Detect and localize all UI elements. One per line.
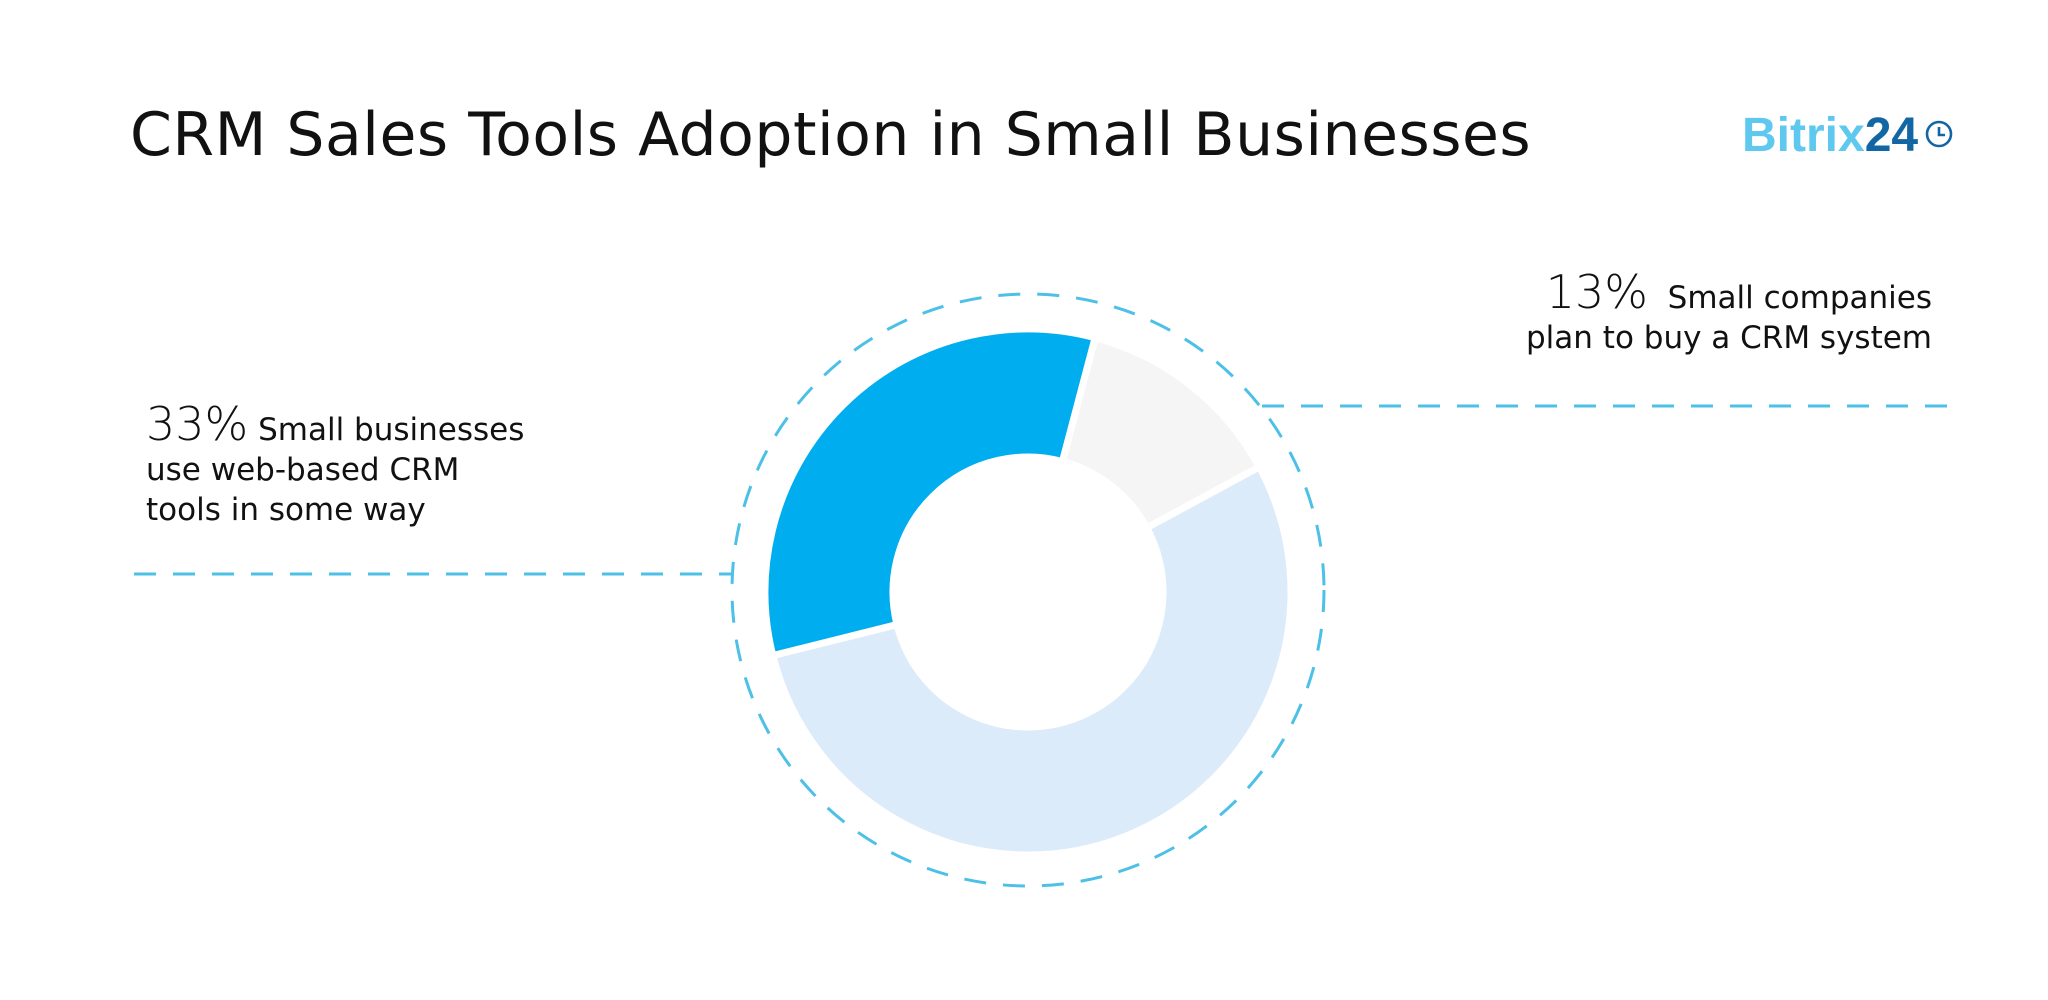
annotation-left-percent: 33% <box>146 397 249 451</box>
annotation-right-line2: plan to buy a CRM system <box>1526 320 1932 356</box>
annotation-right-line1: Small companies <box>1667 280 1932 316</box>
page-title: CRM Sales Tools Adoption in Small Busine… <box>130 100 1532 170</box>
annotation-left-line1: Small businesses <box>258 412 525 448</box>
annotation-left-line2: use web-based CRM <box>146 452 460 488</box>
logo-brand: Bitrix <box>1742 109 1865 162</box>
segment-web-crm <box>761 325 1100 660</box>
dashed-ring <box>730 292 1326 888</box>
annotation-left: 33% Small businesses use web-based CRM t… <box>146 401 525 530</box>
donut-segments <box>761 325 1295 859</box>
logo-number: 24 <box>1864 109 1919 162</box>
bitrix24-logo: Bitrix 24 <box>1742 108 1954 163</box>
annotation-left-line3: tools in some way <box>146 492 426 528</box>
clock-icon <box>1925 120 1953 147</box>
annotation-right-percent: 13% <box>1545 265 1648 319</box>
segment-other <box>768 462 1295 859</box>
annotation-right: 13% Small companies plan to buy a CRM sy… <box>1526 269 1932 358</box>
